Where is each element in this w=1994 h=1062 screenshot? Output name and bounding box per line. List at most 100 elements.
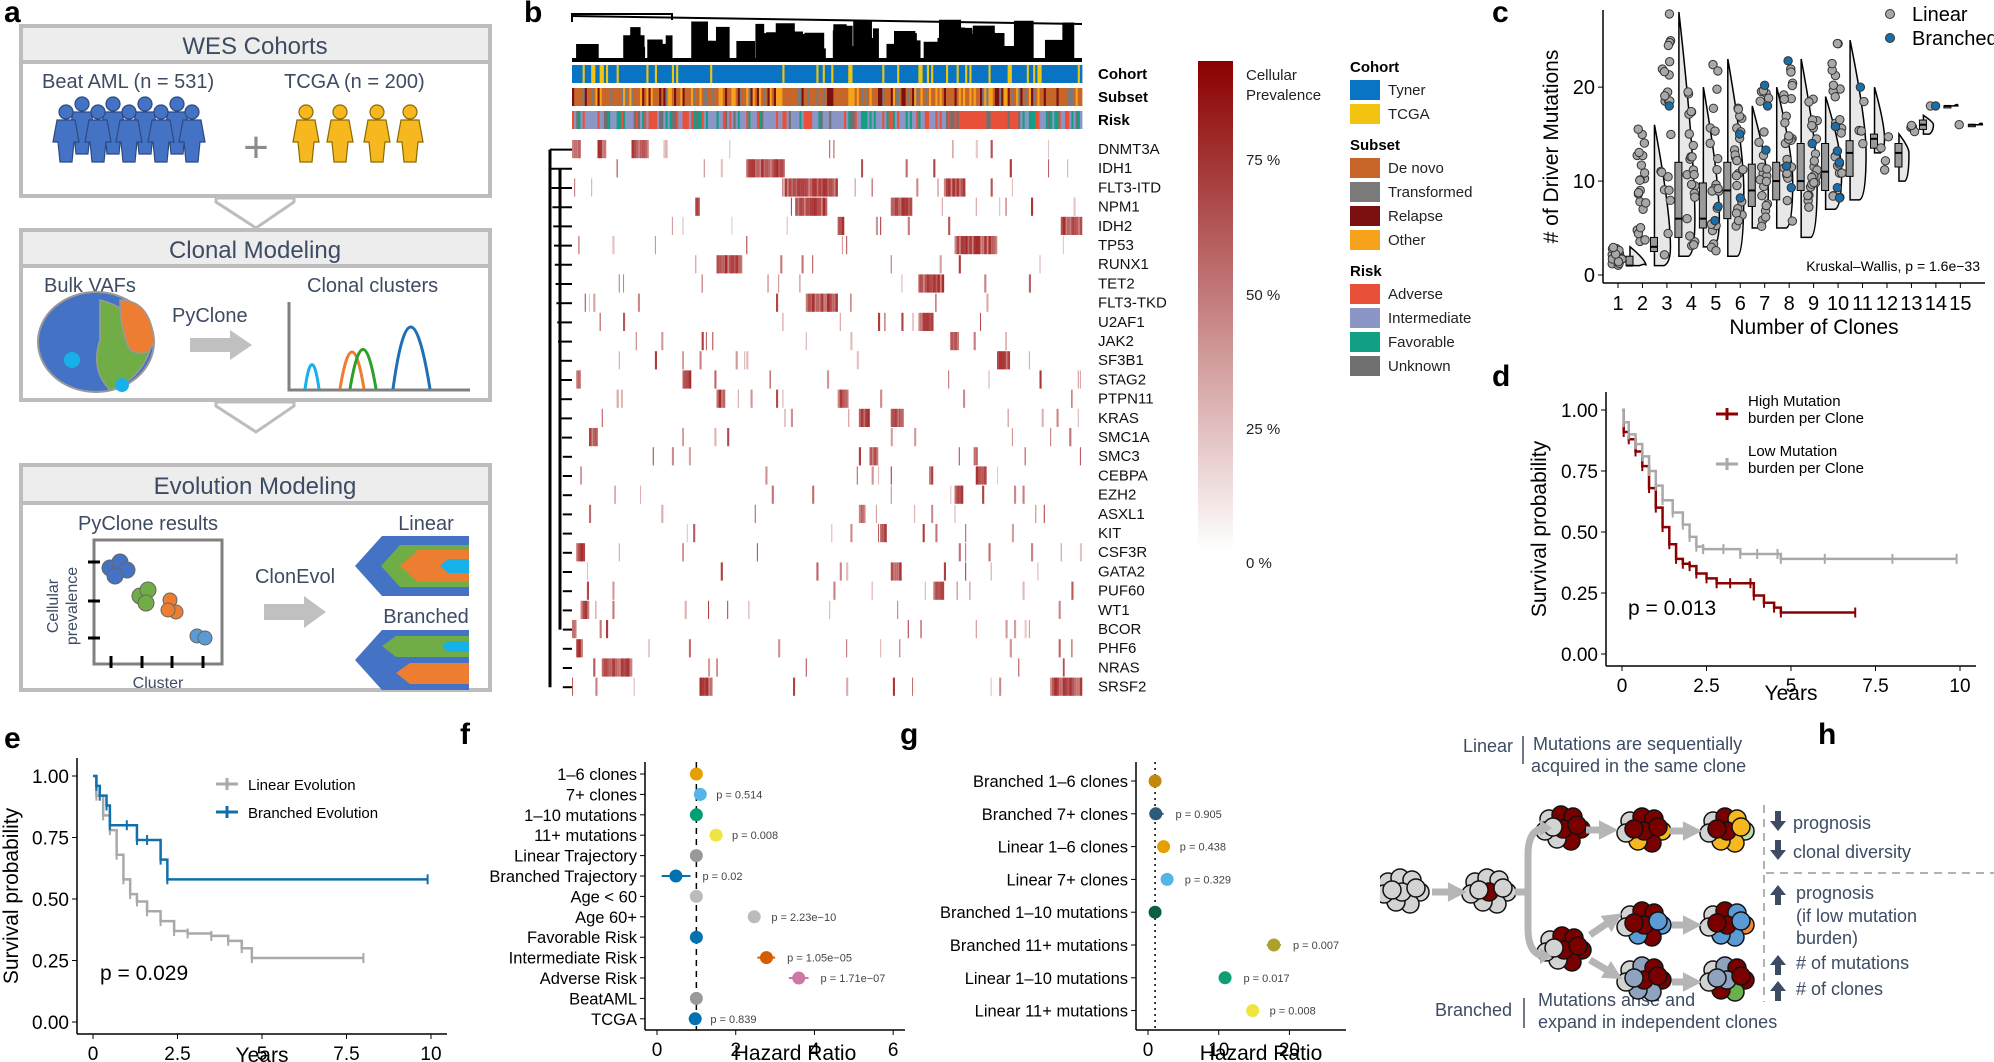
subset-track-cell <box>714 88 717 106</box>
heatmap-cell <box>924 274 928 293</box>
risk-track-cell <box>606 111 609 129</box>
risk-track-cell <box>1079 111 1083 129</box>
linear-point <box>1690 192 1700 202</box>
heatmap-cell <box>984 274 987 293</box>
heatmap-cell <box>597 140 600 159</box>
heatmap-cell <box>727 600 729 619</box>
risk-track-cell <box>967 111 970 129</box>
survival-curve <box>1622 408 1957 561</box>
risk-track-cell <box>578 111 581 129</box>
y-tick-label: 1.00 <box>32 767 69 788</box>
heatmap-cell <box>846 639 848 658</box>
hazard-ratio-point <box>689 930 703 944</box>
subset-track-cell <box>839 88 843 106</box>
risk-track-cell <box>909 111 913 129</box>
risk-track-cell <box>941 111 945 129</box>
panel-label-g: g <box>900 718 919 751</box>
risk-track-cell <box>633 111 637 129</box>
hazard-ratio-point <box>693 787 707 801</box>
linear-point <box>1757 191 1767 201</box>
subset-track-cell <box>943 88 947 106</box>
heatmap-cell <box>818 178 821 197</box>
linear-point <box>1780 118 1790 128</box>
heatmap-cell <box>633 140 637 159</box>
heatmap-cell <box>612 600 615 619</box>
linear-point <box>1635 175 1645 186</box>
subset-track-cell <box>1007 88 1011 106</box>
cohort-track-cell <box>650 65 654 83</box>
linear-desc-2: acquired in the same clone <box>1531 756 1746 776</box>
linear-point <box>1876 143 1886 153</box>
linear-point <box>1713 183 1723 194</box>
cohort-track-cell <box>601 65 605 83</box>
cohort-track-cell <box>586 65 590 83</box>
cohort-track-cell <box>907 65 911 83</box>
cohort-track-cell <box>763 65 766 83</box>
risk-track-cell <box>835 111 839 129</box>
heatmap-cell <box>729 140 731 159</box>
colorbar-title-2: Prevalence <box>1246 87 1321 104</box>
heatmap-cell <box>952 178 955 197</box>
risk-track-cell <box>969 111 972 129</box>
risk-track-cell <box>778 111 781 129</box>
heatmap-cell <box>931 504 934 523</box>
cohort-track-cell <box>833 65 836 83</box>
linear-point <box>1738 164 1748 175</box>
heatmap-cell <box>986 236 989 255</box>
heatmap-cell <box>725 255 727 274</box>
subset-track-cell <box>852 88 856 106</box>
cohort-track-cell <box>827 65 830 83</box>
heatmap-cell <box>637 140 641 159</box>
subset-track-cell <box>971 88 975 106</box>
heatmap-cell <box>924 312 928 331</box>
risk-track-cell <box>971 111 975 129</box>
risk-track-cell <box>1007 111 1011 129</box>
colorbar-title-1: Cellular <box>1246 67 1297 84</box>
p-value-label: p = 0.905 <box>1176 809 1222 821</box>
evolution-arrows <box>1432 820 1702 992</box>
cohort-track-cell <box>584 65 588 83</box>
cohort-track-cell <box>903 65 907 83</box>
heatmap-cell <box>929 312 932 331</box>
y-tick-label: 0.75 <box>1561 462 1598 483</box>
heatmap-cell <box>899 562 902 581</box>
row-label: TCGA <box>591 1011 637 1029</box>
heatmap-cell <box>729 255 732 274</box>
effect-label: clonal diversity <box>1793 842 1911 862</box>
risk-track-cell <box>739 111 743 129</box>
heatmap-cell <box>786 178 790 197</box>
heatmap-cell <box>820 293 824 312</box>
risk-track-cell <box>659 111 662 129</box>
cohort-track-cell <box>1075 65 1079 83</box>
risk-track-cell <box>699 111 703 129</box>
risk-track-cell <box>854 111 858 129</box>
heatmap-cell <box>616 658 620 677</box>
heatmap-cell <box>901 197 904 216</box>
subset-track-cell <box>627 88 630 106</box>
heatmap-cell <box>1028 351 1030 370</box>
cohort-track-cell <box>659 65 662 83</box>
heatmap-cell <box>810 178 813 197</box>
risk-track-cell <box>1014 111 1017 129</box>
linear-point <box>1837 168 1847 178</box>
cohort-track-cell <box>782 65 785 83</box>
heatmap-cell <box>829 600 831 619</box>
y-tick-label: 0.50 <box>32 890 69 911</box>
subset-track-cell <box>631 88 635 106</box>
subset-track-cell <box>1077 88 1081 106</box>
gene-label: KIT <box>1098 525 1121 542</box>
subset-track-cell <box>1033 88 1036 106</box>
heatmap-cell <box>618 543 620 562</box>
heatmap-cell <box>803 197 807 216</box>
heatmap-cell <box>756 159 760 178</box>
subset-track-cell <box>920 88 924 106</box>
heatmap-cell <box>1071 639 1073 658</box>
heatmap-cell <box>1005 332 1007 351</box>
subset-track-cell <box>988 88 992 106</box>
heatmap-cell <box>816 178 819 197</box>
heatmap-cell <box>686 524 688 543</box>
gene-label: IDH1 <box>1098 160 1132 177</box>
linear-point <box>1754 137 1764 147</box>
cohort-track-cell <box>1020 65 1023 83</box>
cohort-track-cell <box>1041 65 1045 83</box>
